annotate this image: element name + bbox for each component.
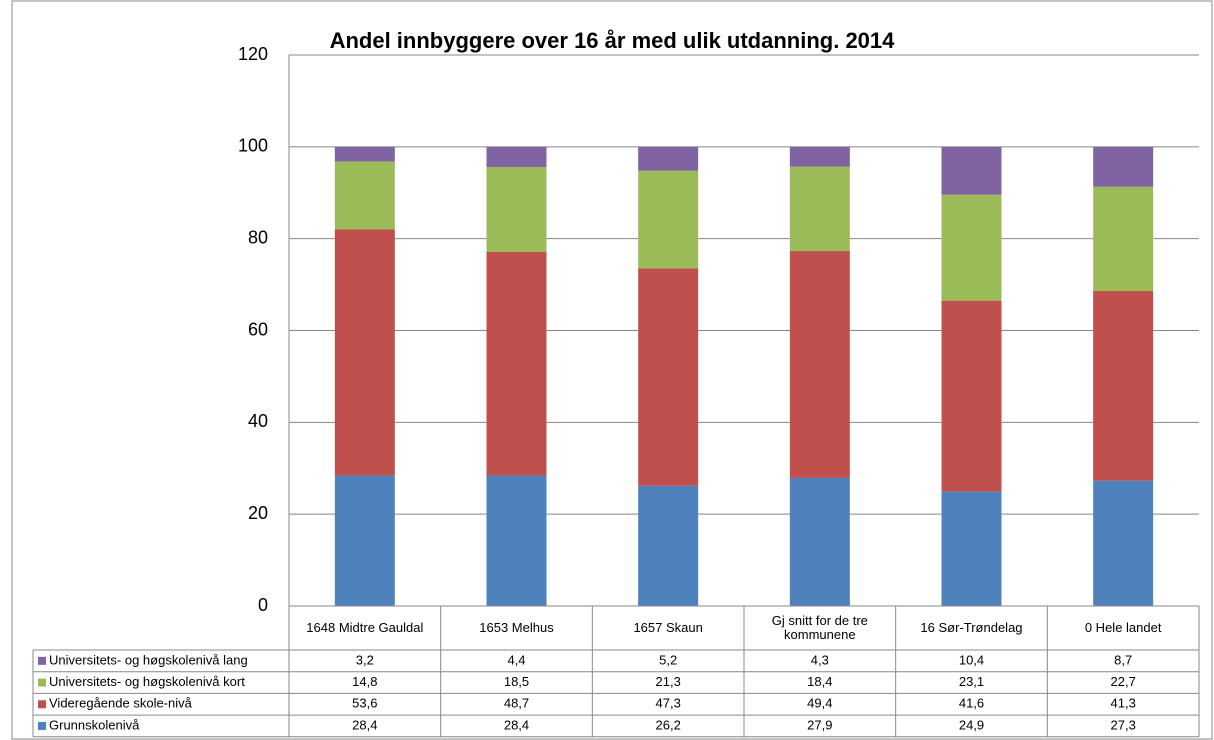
bar-segment [638,146,699,171]
bar-segment [1093,186,1154,292]
x-tick-label: 16 Sør-Trøndelag [920,620,1023,635]
legend-key [38,721,46,730]
data-label: 41,3 [1111,696,1136,711]
x-tick-cell: Gj snitt for de tre kommunene [771,613,868,642]
data-label: 5,2 [659,652,677,667]
bar-segment [334,161,395,230]
data-label: 18,4 [807,674,832,689]
bar-segment [789,251,850,478]
x-tick-cell: 1653 Melhus [479,620,554,635]
bar-segment [486,251,547,476]
bar-segment [334,146,395,162]
data-label: 24,9 [959,717,984,732]
data-label: 3,2 [356,652,374,667]
x-tick-label: 1657 Skaun [633,620,703,635]
bar-segment [941,491,1002,606]
data-label: 28,4 [504,717,529,732]
data-label: 28,4 [352,717,377,732]
legend-key [38,678,46,687]
data-label: 48,7 [504,696,529,711]
bar-segment [1093,146,1154,187]
legend-label: Grunnskolenivå [49,717,140,732]
bar-segment [638,268,699,486]
x-tick-cell: 1648 Midtre Gauldal [306,620,424,635]
data-label: 53,6 [352,696,377,711]
legend-label: Videregående skole-nivå [49,696,193,711]
data-label: 27,9 [807,717,832,732]
bar-segment [334,229,395,476]
data-label: 26,2 [656,717,681,732]
x-tick-label: 1653 Melhus [479,620,554,635]
bar-segment [638,170,699,269]
data-label: 22,7 [1111,674,1136,689]
x-tick-label: 0 Hele landet [1084,620,1162,635]
bar-segment [1093,291,1154,481]
x-tick-label: Gj snitt for de tre kommunene [771,613,868,642]
x-tick-cell: 16 Sør-Trøndelag [920,620,1023,635]
x-tick-cell: 1657 Skaun [633,620,703,635]
legend-label: Universitets- og høgskolenivå lang [49,652,248,667]
bar-segment [941,300,1002,492]
bar-segment [486,146,547,168]
data-label: 14,8 [352,674,377,689]
data-label: 21,3 [656,674,681,689]
y-tick-label: 120 [238,44,268,64]
chart-border [11,0,1213,740]
y-tick-label: 80 [248,227,268,247]
data-label: 4,3 [811,652,829,667]
bar-segment [486,167,547,252]
chart-title: Andel innbyggere over 16 år med ulik utd… [330,28,896,53]
bar-segment [334,475,395,606]
y-tick-label: 60 [248,319,268,339]
data-label: 27,3 [1111,717,1136,732]
data-label: 10,4 [959,652,984,667]
y-tick-label: 0 [258,595,268,615]
data-label: 41,6 [959,696,984,711]
data-label: 49,4 [807,696,832,711]
legend-label: Universitets- og høgskolenivå kort [49,674,245,689]
bar-segment [789,477,850,606]
x-tick-label: 1648 Midtre Gauldal [306,620,424,635]
bar-segment [941,146,1002,195]
bar-segment [638,485,699,606]
bar-segment [1093,480,1154,606]
y-tick-label: 100 [238,136,268,156]
y-tick-label: 40 [248,411,268,431]
bar-segment [789,146,850,167]
data-label: 23,1 [959,674,984,689]
y-tick-label: 20 [248,503,268,523]
legend-key [38,656,46,665]
data-label: 47,3 [656,696,681,711]
bar-segment [789,166,850,252]
data-label: 18,5 [504,674,529,689]
legend-key [38,700,46,709]
data-label: 4,4 [507,652,525,667]
data-label: 8,7 [1114,652,1132,667]
x-tick-cell: 0 Hele landet [1084,620,1162,635]
bar-segment [486,475,547,606]
bar-segment [941,194,1002,301]
